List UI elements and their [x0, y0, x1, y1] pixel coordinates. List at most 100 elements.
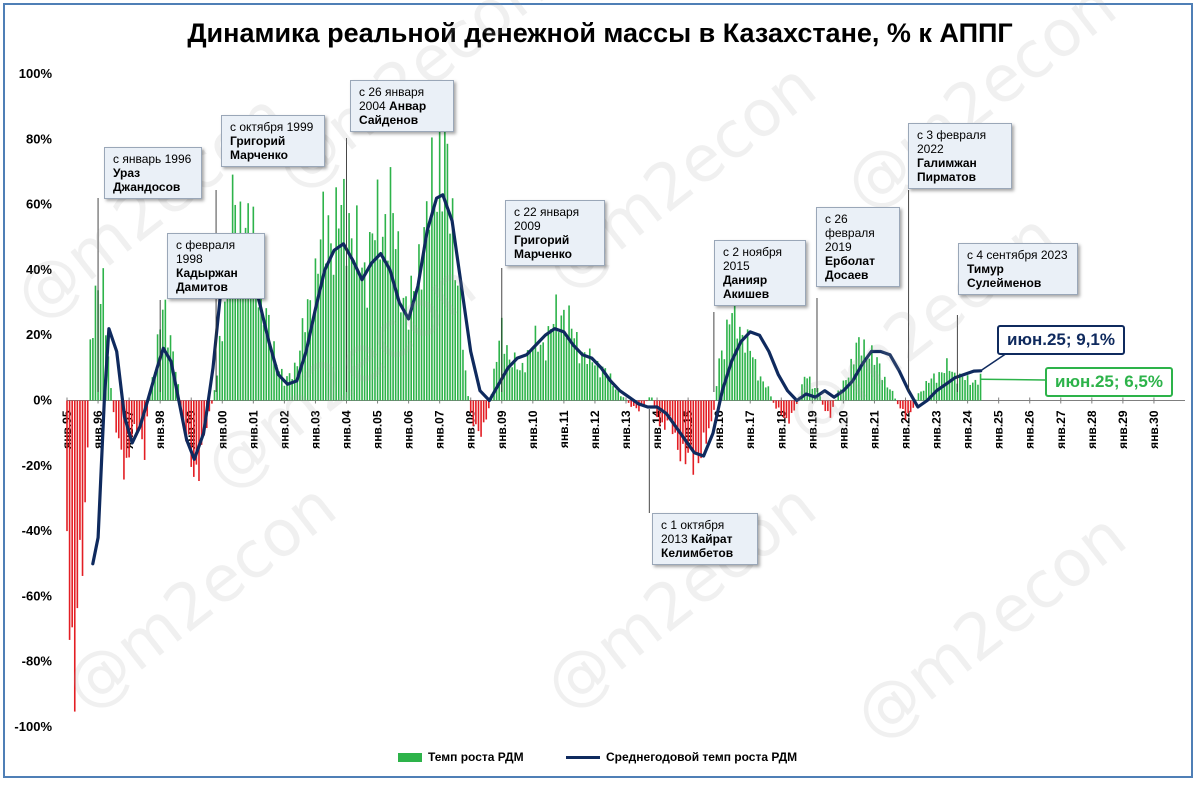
- annotation-name: Ерболат Досаев: [825, 254, 875, 282]
- bar: [821, 400, 824, 405]
- legend-label-bars: Темп роста РДМ: [428, 750, 524, 764]
- bar: [327, 215, 330, 401]
- bar: [480, 400, 482, 437]
- bar: [454, 280, 456, 401]
- bar: [529, 351, 532, 401]
- bar: [493, 368, 495, 401]
- bar: [314, 258, 317, 401]
- bar: [224, 301, 226, 401]
- x-tick-label: янв.06: [402, 410, 416, 449]
- bar: [739, 326, 741, 401]
- annotation-date: с 4 сентября 2023: [967, 248, 1068, 262]
- bar: [92, 338, 94, 401]
- bar: [387, 260, 389, 401]
- bar: [715, 386, 718, 401]
- bar: [319, 239, 322, 401]
- bar: [886, 387, 889, 401]
- bar: [785, 400, 788, 419]
- bar: [446, 143, 449, 401]
- bar: [400, 312, 402, 401]
- bar: [974, 379, 977, 401]
- bar: [410, 275, 413, 401]
- bar: [697, 400, 700, 464]
- bar: [565, 337, 568, 401]
- bar: [620, 396, 622, 401]
- bar: [361, 267, 363, 401]
- bar: [381, 236, 384, 401]
- bar: [516, 369, 519, 401]
- annotation-kelimbetov: с 1 октября 2013 Кайрат Келимбетов: [652, 513, 758, 565]
- bar: [81, 400, 84, 576]
- bar: [692, 400, 695, 475]
- bar: [475, 400, 477, 425]
- x-tick-label: янв.22: [899, 410, 913, 449]
- bar: [353, 260, 356, 401]
- bar: [700, 400, 702, 459]
- bar: [79, 400, 81, 540]
- bar: [666, 400, 669, 421]
- annotation-suleimenov: с 4 сентября 2023 Тимур Сулейменов: [958, 243, 1078, 295]
- bar: [324, 263, 327, 401]
- bar: [555, 294, 557, 401]
- bar: [868, 358, 871, 401]
- bar: [511, 367, 513, 401]
- annotation-name: Григорий Марченко: [230, 134, 288, 162]
- bar: [829, 400, 832, 418]
- bar: [883, 376, 886, 401]
- bar: [167, 347, 169, 401]
- bar: [350, 238, 353, 401]
- bar: [288, 373, 291, 401]
- bar: [764, 387, 767, 401]
- x-tick-label: янв.25: [992, 410, 1006, 449]
- annotation-name: Тимур Сулейменов: [967, 262, 1042, 290]
- bar: [438, 129, 441, 401]
- bar: [770, 396, 772, 401]
- bar: [482, 400, 485, 423]
- bar: [645, 400, 648, 402]
- x-tick-label: янв.05: [371, 410, 385, 449]
- bar: [796, 400, 798, 404]
- bar: [713, 400, 715, 410]
- bar: [66, 400, 68, 532]
- bar: [441, 211, 444, 401]
- bar: [847, 377, 850, 401]
- bar: [317, 273, 319, 401]
- annotation-date: с 22 января 2009: [514, 205, 580, 233]
- bar: [664, 400, 666, 430]
- bar: [863, 339, 865, 401]
- bar: [190, 400, 193, 467]
- annotation-damitov: с февраля 1998 Кадыржан Дамитов: [167, 233, 265, 299]
- legend-line-swatch: [566, 755, 600, 759]
- bar: [630, 400, 632, 407]
- legend-bar-swatch: [398, 752, 422, 762]
- bar: [71, 400, 73, 628]
- bar: [881, 380, 884, 401]
- bar: [607, 376, 609, 401]
- bar: [617, 390, 620, 401]
- bar: [638, 400, 640, 412]
- bar: [273, 341, 275, 401]
- y-tick-label: -60%: [22, 588, 53, 603]
- bar: [653, 400, 656, 406]
- last-bar-pointer: [980, 378, 1046, 381]
- bar: [99, 303, 102, 401]
- bar: [270, 349, 273, 401]
- bar: [915, 399, 917, 401]
- bar: [953, 372, 956, 401]
- y-tick-label: -40%: [22, 523, 53, 538]
- bar: [951, 371, 953, 401]
- bar: [801, 384, 803, 401]
- bar: [591, 362, 594, 401]
- bar: [335, 187, 337, 401]
- bar: [449, 233, 451, 401]
- bar: [348, 213, 350, 401]
- bar: [702, 400, 705, 433]
- bar: [412, 291, 415, 401]
- bar: [560, 315, 563, 401]
- bar: [213, 390, 216, 401]
- bar: [218, 335, 221, 401]
- bar: [728, 324, 731, 401]
- y-tick-label: -20%: [22, 458, 53, 473]
- annotation-date: с январь 1996: [113, 152, 192, 166]
